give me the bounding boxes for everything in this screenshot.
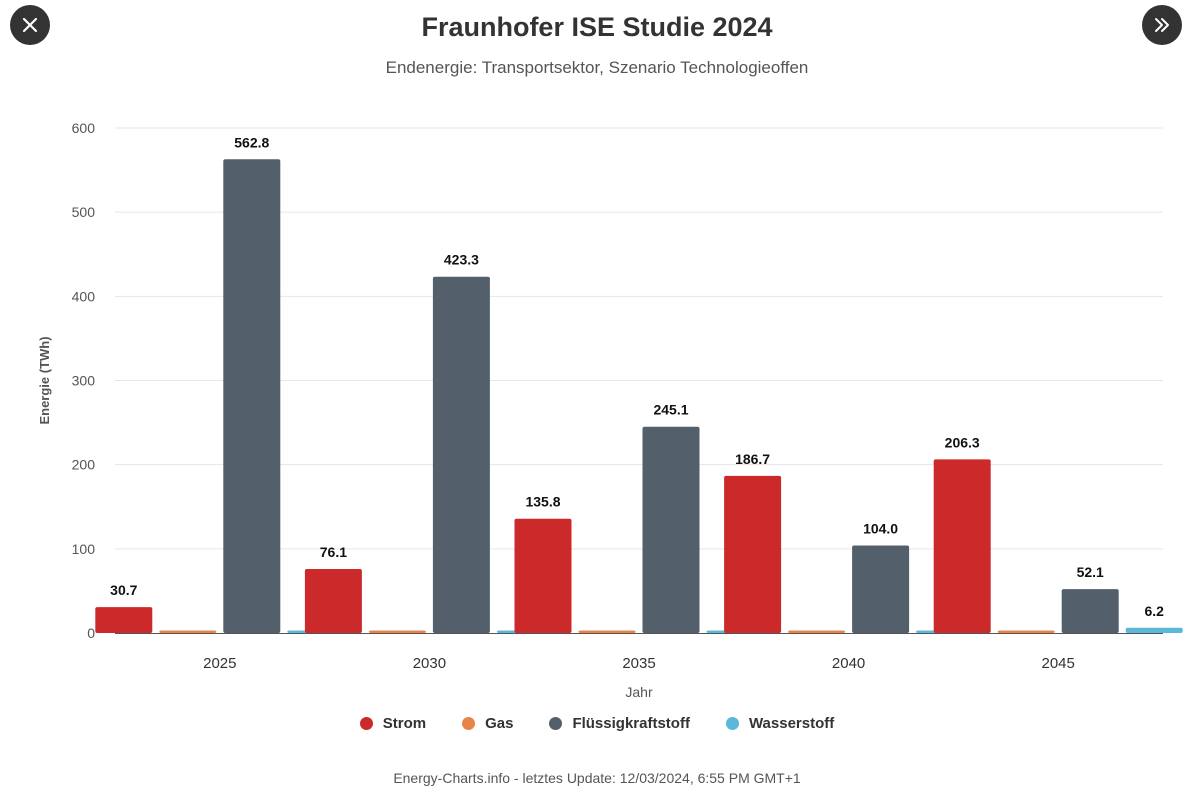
legend-item[interactable]: Wasserstoff bbox=[725, 715, 835, 732]
y-tick-label: 200 bbox=[72, 457, 96, 473]
data-label: 76.1 bbox=[320, 544, 347, 560]
x-axis-title: Jahr bbox=[625, 684, 653, 700]
legend-marker bbox=[725, 717, 739, 730]
data-label: 6.2 bbox=[1144, 603, 1164, 619]
legend-item[interactable]: Strom bbox=[359, 715, 427, 732]
bar bbox=[95, 607, 153, 633]
chart-title: Fraunhofer ISE Studie 2024 bbox=[421, 12, 773, 42]
bar bbox=[159, 630, 217, 633]
legend: Strom Gas Flüssigkraftstoff Wasserstoff bbox=[0, 715, 1194, 732]
chart-subtitle: Endenergie: Transportsektor, Szenario Te… bbox=[385, 58, 809, 77]
legend-label: Flüssigkraftstoff bbox=[572, 715, 690, 732]
x-tick-label: 2040 bbox=[832, 655, 865, 672]
data-label: 245.1 bbox=[653, 402, 688, 418]
close-icon bbox=[22, 17, 38, 33]
legend-marker bbox=[359, 717, 373, 730]
y-tick-label: 600 bbox=[72, 120, 96, 136]
data-label: 423.3 bbox=[444, 252, 479, 268]
legend-marker bbox=[549, 717, 563, 730]
bar bbox=[223, 159, 281, 633]
bar bbox=[788, 630, 846, 633]
legend-label: Gas bbox=[485, 715, 514, 732]
close-button[interactable] bbox=[10, 5, 50, 45]
double-chevron-right-icon bbox=[1155, 18, 1169, 32]
bar bbox=[514, 518, 572, 633]
y-tick-label: 100 bbox=[72, 541, 96, 557]
y-axis-title: Energie (TWh) bbox=[37, 336, 52, 424]
credits-text: Energy-Charts.info - letztes Update: 12/… bbox=[393, 770, 801, 786]
bar bbox=[1125, 627, 1183, 633]
bar bbox=[304, 568, 362, 633]
x-tick-label: 2030 bbox=[413, 655, 446, 672]
x-tick-label: 2025 bbox=[203, 655, 236, 672]
data-label: 135.8 bbox=[525, 494, 560, 510]
chart-plot: 0 100 200 300 400 500 600 Energie (TWh) Jahr 2025… bbox=[37, 120, 1183, 700]
bar bbox=[642, 426, 700, 633]
x-tick-label: 2045 bbox=[1042, 655, 1075, 672]
data-label: 206.3 bbox=[945, 434, 980, 450]
bar bbox=[933, 459, 991, 633]
bar bbox=[432, 276, 490, 633]
data-label: 30.7 bbox=[110, 582, 137, 598]
next-button[interactable] bbox=[1142, 5, 1182, 45]
y-tick-label: 500 bbox=[72, 204, 96, 220]
legend-item[interactable]: Gas bbox=[462, 715, 513, 732]
bar bbox=[578, 630, 636, 633]
bar bbox=[368, 630, 426, 633]
data-label: 186.7 bbox=[735, 451, 770, 467]
bar bbox=[852, 545, 910, 633]
legend-label: Strom bbox=[382, 715, 427, 732]
data-label: 562.8 bbox=[234, 134, 269, 150]
y-tick-label: 400 bbox=[72, 288, 96, 304]
data-label: 104.0 bbox=[863, 520, 898, 536]
legend-marker bbox=[462, 717, 476, 730]
legend-label: Wasserstoff bbox=[748, 715, 835, 732]
bar bbox=[1061, 589, 1119, 633]
legend-item[interactable]: Flüssigkraftstoff bbox=[549, 715, 690, 732]
bar bbox=[997, 630, 1055, 633]
data-label: 52.1 bbox=[1077, 564, 1104, 580]
y-tick-label: 0 bbox=[87, 625, 95, 641]
x-tick-label: 2035 bbox=[622, 655, 655, 672]
bar bbox=[724, 475, 782, 633]
y-tick-label: 300 bbox=[72, 373, 96, 389]
